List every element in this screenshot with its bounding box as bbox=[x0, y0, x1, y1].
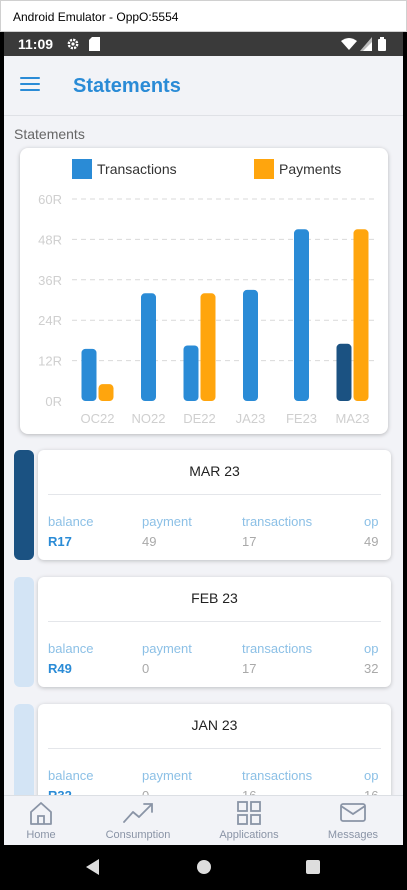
bottom-nav: Home Consumption Applications Messages bbox=[4, 795, 403, 845]
bar-payments-oc22 bbox=[99, 384, 114, 401]
phone-screen: 11:09 Statements Statements Transactions… bbox=[4, 32, 403, 890]
y-tick-label: 0R bbox=[45, 394, 62, 409]
statement-month: FEB 23 bbox=[38, 590, 391, 606]
transactions-value: 17 bbox=[242, 534, 256, 549]
section-label: Statements bbox=[14, 126, 85, 142]
statement-month: MAR 23 bbox=[38, 463, 391, 479]
x-tick-label: OC22 bbox=[81, 411, 115, 426]
wifi-icon bbox=[341, 37, 357, 51]
balance-label: balance bbox=[48, 514, 94, 529]
statement-card[interactable]: FEB 23 balance payment transactions op R49 0 17… bbox=[38, 577, 391, 687]
nav-home[interactable]: Home bbox=[16, 796, 66, 846]
legend-label: Payments bbox=[279, 161, 341, 177]
battery-icon bbox=[378, 37, 386, 51]
nav-applications-label: Applications bbox=[209, 829, 289, 841]
grid-icon bbox=[236, 800, 262, 826]
settings-icon bbox=[66, 37, 80, 51]
op-label: op bbox=[364, 768, 378, 783]
nav-consumption-label: Consumption bbox=[98, 829, 178, 841]
menu-icon[interactable] bbox=[20, 77, 40, 93]
statement-accent-bar bbox=[14, 577, 34, 687]
transactions-label: transactions bbox=[242, 641, 312, 656]
recents-icon[interactable] bbox=[306, 860, 320, 874]
mail-icon bbox=[339, 800, 367, 826]
bar-transactions-de22 bbox=[184, 345, 199, 401]
statements-chart: Transactions Payments 0R 12R 24R 36R 48R 60R OC2… bbox=[20, 148, 388, 434]
nav-applications[interactable]: Applications bbox=[209, 796, 289, 846]
divider bbox=[48, 494, 381, 495]
bar-transactions-ma23 bbox=[337, 344, 352, 401]
back-icon[interactable] bbox=[86, 859, 100, 875]
op-label: op bbox=[364, 641, 378, 656]
balance-value: R17 bbox=[48, 534, 72, 549]
nav-home-label: Home bbox=[16, 829, 66, 841]
op-label: op bbox=[364, 514, 378, 529]
bar-transactions-no22 bbox=[141, 293, 156, 401]
statement-card[interactable]: MAR 23 balance payment transactions op R17 49 1… bbox=[38, 450, 391, 560]
payment-value: 0 bbox=[142, 661, 149, 676]
x-tick-label: MA23 bbox=[336, 411, 370, 426]
home-icon bbox=[28, 800, 54, 826]
payment-label: payment bbox=[142, 514, 192, 529]
op-value: 49 bbox=[364, 534, 378, 549]
emulator-title-bar: Android Emulator - OppO:5554 bbox=[0, 0, 407, 32]
y-tick-label: 36R bbox=[38, 273, 62, 288]
app-bar: Statements bbox=[4, 56, 403, 116]
sd-card-icon bbox=[89, 37, 100, 51]
payment-value: 49 bbox=[142, 534, 156, 549]
x-tick-label: NO22 bbox=[132, 411, 166, 426]
payment-label: payment bbox=[142, 641, 192, 656]
transactions-label: transactions bbox=[242, 514, 312, 529]
bar-transactions-fe23 bbox=[294, 229, 309, 401]
nav-consumption[interactable]: Consumption bbox=[98, 796, 178, 846]
status-bar: 11:09 bbox=[4, 32, 403, 56]
payment-label: payment bbox=[142, 768, 192, 783]
y-tick-label: 48R bbox=[38, 232, 62, 247]
trend-icon bbox=[122, 800, 154, 826]
y-tick-label: 60R bbox=[38, 192, 62, 207]
y-tick-label: 12R bbox=[38, 354, 62, 369]
signal-icon bbox=[360, 37, 372, 51]
bar-chart: Transactions Payments 0R 12R 24R 36R 48R 60R OC2… bbox=[20, 148, 388, 434]
home-circle-icon[interactable] bbox=[196, 859, 212, 875]
bar-payments-de22 bbox=[201, 293, 216, 401]
legend-swatch bbox=[254, 159, 274, 179]
bar-transactions-oc22 bbox=[82, 349, 97, 401]
statement-accent-bar bbox=[14, 450, 34, 560]
x-tick-label: FE23 bbox=[286, 411, 317, 426]
balance-label: balance bbox=[48, 768, 94, 783]
transactions-value: 17 bbox=[242, 661, 256, 676]
statement-month: JAN 23 bbox=[38, 717, 391, 733]
legend-swatch bbox=[72, 159, 92, 179]
nav-messages[interactable]: Messages bbox=[320, 796, 386, 846]
bar-transactions-ja23 bbox=[243, 290, 258, 401]
bar-payments-ma23 bbox=[354, 229, 369, 401]
system-nav-bar bbox=[4, 845, 403, 890]
x-tick-label: JA23 bbox=[236, 411, 266, 426]
op-value: 32 bbox=[364, 661, 378, 676]
divider bbox=[48, 621, 381, 622]
page-title: Statements bbox=[73, 75, 181, 98]
divider bbox=[48, 748, 381, 749]
balance-value: R49 bbox=[48, 661, 72, 676]
y-tick-label: 24R bbox=[38, 313, 62, 328]
x-tick-label: DE22 bbox=[183, 411, 216, 426]
balance-label: balance bbox=[48, 641, 94, 656]
transactions-label: transactions bbox=[242, 768, 312, 783]
status-time: 11:09 bbox=[18, 36, 53, 52]
legend-label: Transactions bbox=[97, 161, 177, 177]
nav-messages-label: Messages bbox=[320, 829, 386, 841]
emulator-title: Android Emulator - OppO:5554 bbox=[13, 10, 178, 24]
